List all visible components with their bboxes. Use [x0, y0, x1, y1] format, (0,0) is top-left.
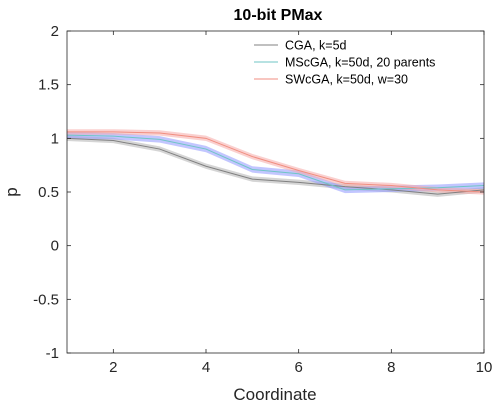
- y-tick-label: 2: [51, 23, 59, 40]
- x-tick-label: 8: [387, 359, 395, 376]
- legend-label-0: CGA, k=5d: [285, 39, 347, 53]
- chart-title: 10-bit PMax: [234, 7, 323, 24]
- y-tick-label: 1.5: [38, 77, 59, 94]
- x-tick-label: 10: [476, 359, 493, 376]
- y-tick-label: -0.5: [33, 291, 59, 308]
- x-tick-label: 2: [109, 359, 117, 376]
- series-2-line: [67, 131, 485, 193]
- y-tick-label: 0: [51, 238, 59, 255]
- legend: CGA, k=5d MScGA, k=50d, 20 parents SWcGA, …: [254, 39, 435, 87]
- series-2-band: [67, 129, 484, 195]
- error-bands: [67, 129, 484, 197]
- series-0-band: [67, 135, 484, 197]
- axis-ticks: 2 4 6 8 10 -1 -0.5 0 0.5 1 1.5 2: [33, 23, 492, 376]
- series-1-line: [66, 134, 485, 191]
- x-tick-label: 4: [202, 359, 210, 376]
- x-axis-label: Coordinate: [233, 385, 316, 404]
- x-tick-label: 6: [294, 359, 302, 376]
- y-tick-label: 1: [51, 130, 59, 147]
- y-tick-label: -1: [46, 345, 59, 362]
- series-1-band: [67, 131, 484, 194]
- series-0-line: [66, 137, 485, 195]
- series-lines: [66, 131, 485, 195]
- y-axis-label: p: [2, 187, 21, 196]
- y-tick-label: 0.5: [38, 184, 59, 201]
- legend-label-2: SWcGA, k=50d, w=30: [285, 73, 408, 87]
- legend-label-1: MScGA, k=50d, 20 parents: [285, 56, 435, 70]
